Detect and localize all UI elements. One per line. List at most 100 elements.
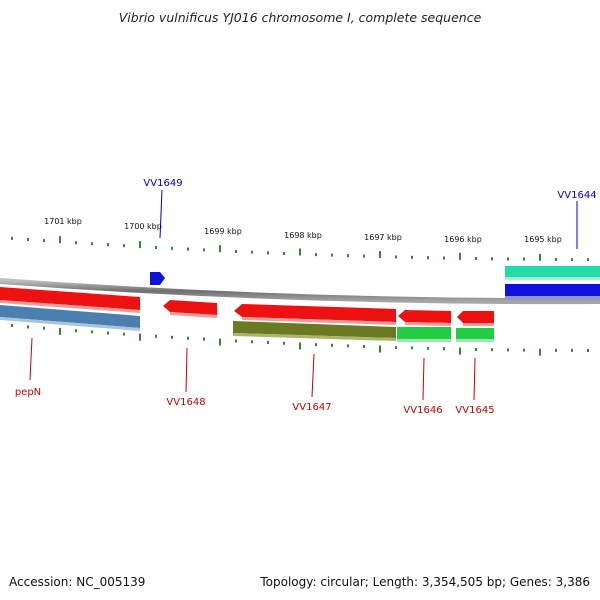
major-tick-mark	[219, 338, 221, 346]
minor-tick-mark	[267, 251, 269, 255]
minor-tick-mark	[123, 244, 125, 248]
leader-VV1649	[159, 189, 163, 239]
feature-VV1646-cds[interactable]	[397, 327, 451, 342]
major-tick-mark	[379, 345, 381, 353]
minor-tick-mark	[555, 348, 557, 352]
minor-tick-mark	[171, 335, 173, 339]
minor-tick-mark	[315, 253, 317, 257]
minor-tick-mark	[475, 257, 477, 261]
minor-tick-mark	[555, 257, 557, 261]
label-VV1644[interactable]: VV1644	[557, 190, 596, 201]
minor-tick-mark	[507, 348, 509, 352]
minor-tick-mark	[251, 250, 253, 254]
major-tick-mark	[299, 342, 301, 350]
minor-tick-mark	[187, 247, 189, 251]
feature-VV1644-cds[interactable]	[505, 266, 600, 280]
minor-tick-mark	[347, 344, 349, 348]
tick-label-1700: 1700 kbp	[124, 222, 162, 231]
minor-tick-mark	[443, 256, 445, 260]
minor-tick-mark	[171, 246, 173, 250]
minor-tick-mark	[331, 253, 333, 257]
minor-tick-mark	[187, 336, 189, 340]
feature-VV1644-gene[interactable]	[505, 284, 600, 299]
minor-tick-mark	[395, 346, 397, 349]
minor-tick-mark	[267, 341, 269, 344]
features	[0, 266, 600, 342]
leader-VV1647	[311, 353, 315, 398]
feature-VV1647-cds[interactable]	[233, 321, 396, 341]
label-VV1645[interactable]: VV1645	[455, 405, 494, 416]
leader-VV1648	[185, 347, 188, 393]
major-tick-mark	[459, 252, 461, 260]
major-tick-mark	[379, 251, 381, 258]
minor-tick-mark	[443, 347, 445, 351]
minor-tick-mark	[75, 329, 77, 333]
minor-tick-mark	[571, 348, 573, 352]
minor-tick-mark	[91, 330, 93, 334]
major-tick-mark	[59, 236, 61, 244]
feature-VV1645-cds[interactable]	[456, 328, 494, 342]
minor-tick-mark	[155, 334, 157, 338]
tick-label-1699: 1699 kbp	[204, 227, 242, 236]
feature-VV1645-gene[interactable]	[457, 311, 494, 326]
topology-text: Topology: circular; Length: 3,354,505 bp…	[259, 575, 590, 589]
major-tick-mark	[219, 245, 221, 253]
minor-tick-mark	[523, 348, 525, 352]
minor-tick-mark	[523, 257, 525, 261]
feature-VV1648-gene[interactable]	[163, 300, 217, 318]
minor-tick-mark	[107, 331, 109, 335]
minor-tick-mark	[91, 242, 93, 246]
leader-VV1645	[473, 357, 476, 401]
minor-tick-mark	[587, 258, 589, 261]
minor-tick-mark	[235, 249, 237, 253]
feature-VV1646-gene[interactable]	[398, 310, 451, 326]
tick-labels: 1701 kbp 1700 kbp 1699 kbp 1698 kbp 1697…	[44, 217, 562, 244]
minor-tick-mark	[475, 347, 477, 351]
minor-tick-mark	[107, 243, 109, 247]
tick-track-top	[11, 236, 589, 261]
minor-tick-mark	[491, 257, 493, 261]
major-tick-mark	[459, 347, 461, 355]
minor-tick-mark	[283, 251, 285, 255]
minor-tick-mark	[27, 325, 29, 329]
minor-tick-mark	[11, 236, 13, 240]
minor-tick-mark	[235, 339, 237, 343]
label-pepN[interactable]: pepN	[15, 387, 41, 398]
major-tick-mark	[539, 348, 541, 356]
minor-tick-mark	[203, 248, 205, 252]
backbone	[0, 278, 600, 305]
map-title: Vibrio vulnificus YJ016 chromosome I, co…	[119, 10, 482, 25]
minor-tick-mark	[27, 238, 29, 241]
label-VV1646[interactable]: VV1646	[403, 405, 442, 416]
label-VV1649[interactable]: VV1649	[143, 178, 182, 189]
label-VV1647[interactable]: VV1647	[292, 402, 331, 413]
minor-tick-mark	[283, 341, 285, 345]
minor-tick-mark	[315, 343, 317, 347]
minor-tick-mark	[491, 348, 493, 352]
minor-tick-mark	[123, 332, 125, 336]
major-tick-mark	[139, 241, 141, 249]
minor-tick-mark	[347, 254, 349, 258]
minor-tick-mark	[411, 255, 413, 259]
tick-label-1698: 1698 kbp	[284, 231, 322, 240]
minor-tick-mark	[507, 257, 509, 261]
accession-text: Accession: NC_005139	[9, 575, 145, 589]
feature-pepN-cds[interactable]	[0, 305, 140, 331]
label-VV1648[interactable]: VV1648	[166, 397, 205, 408]
major-tick-mark	[299, 248, 301, 256]
feature-pepN-gene[interactable]	[0, 287, 140, 313]
tick-label-1697: 1697 kbp	[364, 233, 402, 242]
leader-pepN	[29, 337, 33, 381]
feature-VV1647-gene[interactable]	[234, 304, 396, 325]
minor-tick-mark	[331, 343, 333, 347]
minor-tick-mark	[363, 254, 365, 258]
tick-label-1696: 1696 kbp	[444, 235, 482, 244]
minor-tick-mark	[11, 324, 13, 327]
feature-VV1649-gene[interactable]	[150, 272, 165, 285]
minor-tick-mark	[75, 241, 77, 245]
tick-label-1695: 1695 kbp	[524, 235, 562, 244]
minor-tick-mark	[427, 346, 429, 350]
major-tick-mark	[539, 253, 541, 261]
